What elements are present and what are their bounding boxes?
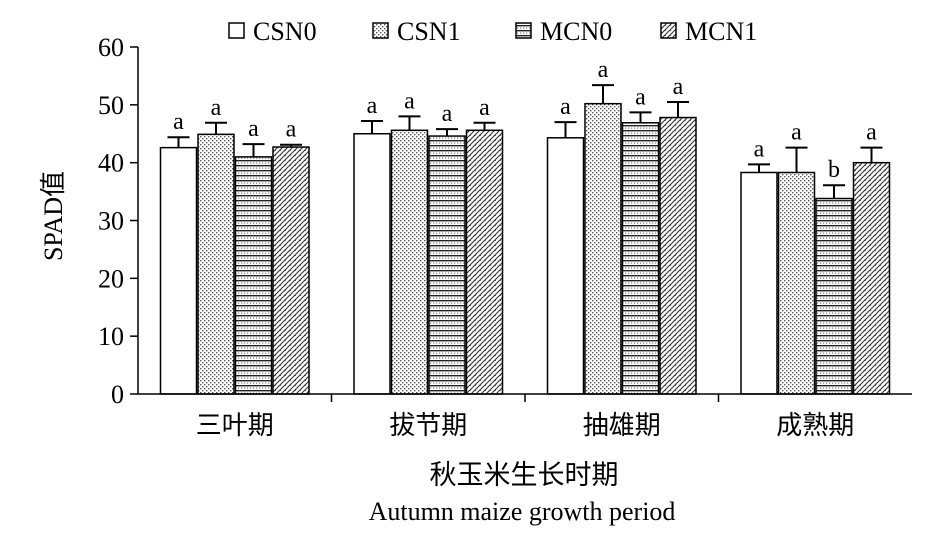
significance-letter: a xyxy=(598,57,609,83)
significance-letter: a xyxy=(286,117,297,143)
y-tick-label: 0 xyxy=(111,380,124,409)
bar-mcn0 xyxy=(815,197,853,395)
bar-mcn0 xyxy=(428,135,466,395)
bar-csn0 xyxy=(353,133,391,395)
significance-letter: a xyxy=(442,101,453,127)
significance-letter: a xyxy=(635,84,646,110)
legend-label-mcn1: MCN1 xyxy=(685,17,757,46)
significance-letter: a xyxy=(560,94,571,120)
chart-legend: CSN0 CSN1 MCN0 MCN1 xyxy=(228,17,757,46)
bar-csn0 xyxy=(159,146,198,395)
legend-swatch-csn0 xyxy=(228,22,245,39)
significance-letter: a xyxy=(479,95,490,121)
bar-csn1 xyxy=(777,171,816,395)
x-tick-label: 成熟期 xyxy=(776,411,854,440)
bar-mcn1 xyxy=(852,161,891,395)
bar-mcn1 xyxy=(465,129,504,395)
y-tick-label: 30 xyxy=(98,207,124,236)
bar-csn1 xyxy=(584,102,622,395)
significance-letter: b xyxy=(828,157,840,183)
legend-swatch-mcn1 xyxy=(660,22,677,39)
y-ticks-group: 0 10 20 30 40 50 60 xyxy=(98,33,138,409)
y-tick-label: 20 xyxy=(98,264,124,293)
bar-csn1 xyxy=(390,129,429,395)
bar-mcn1 xyxy=(659,116,697,395)
y-tick-label: 40 xyxy=(98,149,124,178)
significance-letter: a xyxy=(173,109,184,135)
significance-letter: a xyxy=(791,120,802,146)
bar-csn0 xyxy=(546,137,585,395)
y-tick-label: 10 xyxy=(98,322,124,351)
y-axis-label: SPAD值 xyxy=(39,171,68,261)
x-axis-label-english: Autumn maize growth period xyxy=(369,497,676,526)
significance-letter: a xyxy=(754,136,765,162)
legend-swatch-mcn0 xyxy=(515,22,532,39)
bar-mcn0 xyxy=(234,156,273,395)
bar-csn0 xyxy=(740,171,778,395)
significance-letter: a xyxy=(367,93,378,119)
legend-label-csn0: CSN0 xyxy=(253,17,317,46)
x-tick-label: 三叶期 xyxy=(196,411,274,440)
legend-label-mcn0: MCN0 xyxy=(540,17,612,46)
x-axis-label-chinese: 秋玉米生长时期 xyxy=(430,460,619,490)
bar-mcn0 xyxy=(621,122,660,395)
significance-letter: a xyxy=(404,88,415,114)
bar-mcn1 xyxy=(272,146,310,395)
x-ticks-group: 三叶期 拔节期 抽雄期 成熟期 xyxy=(196,394,854,440)
significance-letter: a xyxy=(866,120,877,146)
legend-swatch-csn1 xyxy=(372,22,389,39)
significance-letter: a xyxy=(211,95,222,121)
significance-letter: a xyxy=(248,116,259,142)
significance-letter: a xyxy=(673,74,684,100)
y-tick-label: 60 xyxy=(98,33,124,62)
x-tick-label: 抽雄期 xyxy=(583,411,661,440)
y-tick-label: 50 xyxy=(98,91,124,120)
legend-label-csn1: CSN1 xyxy=(397,17,461,46)
x-tick-label: 拔节期 xyxy=(389,411,467,440)
bars-group xyxy=(159,102,891,395)
bar-csn1 xyxy=(197,133,235,395)
error-bars-group xyxy=(167,84,883,199)
